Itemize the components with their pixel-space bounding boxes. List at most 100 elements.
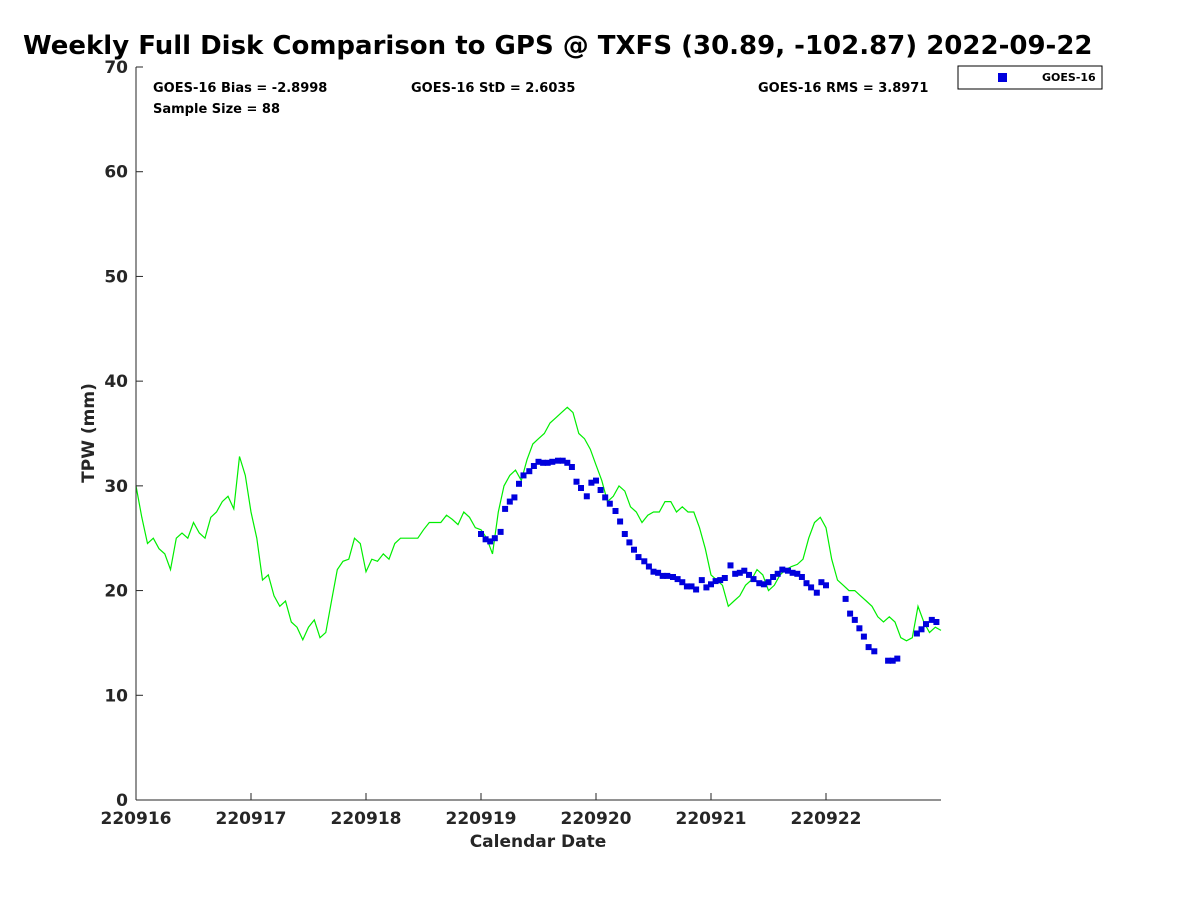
goes16-point-8 [516,480,522,487]
goes16-point-82 [894,655,901,662]
goes16-point-7 [511,494,518,501]
x-tick-label-6: 220922 [791,809,862,829]
y-tick-label-3: 30 [104,477,128,497]
goes16-series [478,457,940,664]
goes16-point-65 [789,569,796,576]
goes16-point-67 [798,574,805,580]
goes16-point-75 [851,616,858,623]
goes16-point-74 [847,610,854,617]
goes16-point-71 [818,579,825,586]
goes16-point-14 [544,459,551,466]
goes16-point-66 [794,570,801,577]
goes16-point-37 [655,569,662,576]
x-tick-label-3: 220919 [446,809,517,829]
goes16-point-81 [889,657,896,664]
goes16-point-58 [756,580,763,587]
goes16-point-15 [549,458,556,465]
goes16-point-10 [526,468,533,475]
goes16-point-36 [650,568,657,575]
goes16-point-79 [871,648,878,655]
goes16-point-39 [664,572,671,579]
goes16-point-0 [478,531,484,537]
goes16-point-23 [588,479,595,486]
goes16-point-54 [736,569,743,576]
x-tick-label-5: 220921 [676,809,747,829]
goes16-point-24 [593,477,599,484]
goes16-point-6 [506,498,513,505]
y-tick-label-4: 40 [104,372,128,392]
goes16-point-64 [785,567,791,574]
goes16-point-50 [717,577,724,584]
y-axis: 0 10 20 30 40 50 60 70 [104,58,143,811]
stat-rms: GOES-16 RMS = 3.8971 [758,81,928,96]
goes16-point-76 [856,625,863,632]
goes16-point-56 [746,571,752,578]
goes16-point-17 [559,457,566,464]
legend-label-goes16: GOES-16 [1042,71,1096,84]
stat-std: GOES-16 StD = 2.6035 [411,81,575,96]
goes16-point-63 [779,566,786,573]
goes16-point-83 [913,630,920,637]
goes16-point-31 [626,539,633,546]
goes16-point-44 [688,583,695,590]
goes16-point-73 [842,595,849,602]
goes16-point-32 [631,546,637,553]
goes16-point-41 [674,576,681,583]
goes16-point-1 [482,536,489,543]
goes16-point-35 [645,563,652,570]
goes16-point-80 [885,657,892,664]
goes16-point-30 [621,531,628,537]
goes16-point-25 [597,487,604,493]
y-tick-label-6: 60 [104,163,128,183]
goes16-point-27 [606,500,613,507]
goes16-point-84 [918,626,925,633]
goes16-point-48 [708,581,714,588]
goes16-point-20 [573,478,580,485]
goes16-point-45 [693,586,700,593]
stat-sample-size: Sample Size = 88 [153,102,280,117]
goes16-point-19 [568,464,575,470]
legend: GOES-16 [957,65,1103,90]
goes16-point-29 [617,518,624,525]
goes16-point-38 [659,572,666,579]
goes16-point-43 [683,583,690,590]
goes16-point-68 [803,580,810,587]
x-tick-label-0: 220916 [101,809,172,829]
goes16-point-77 [860,633,867,640]
goes16-point-85 [923,621,929,628]
goes16-point-62 [774,570,781,577]
goes16-point-55 [741,567,748,574]
y-tick-label-1: 10 [104,686,128,706]
gps-series [135,406,942,642]
goes16-point-12 [535,458,542,465]
goes16-point-51 [721,575,728,581]
goes16-point-61 [770,574,777,580]
goes16-point-52 [727,562,734,569]
goes16-point-49 [712,578,719,585]
goes16-point-78 [865,644,872,651]
goes16-point-70 [813,589,820,596]
y-tick-label-5: 50 [104,267,128,287]
goes16-point-22 [583,493,590,500]
x-axis: 220916 220917 220918 220919 220920 220921 2209… [101,793,941,829]
plot-area [135,67,942,800]
goes16-point-3 [491,535,498,542]
goes16-point-53 [732,570,739,577]
goes16-point-2 [487,538,494,545]
goes16-point-21 [578,485,584,491]
goes16-point-69 [808,584,815,591]
goes16-point-26 [602,494,609,501]
goes16-point-60 [765,579,772,586]
goes16-point-28 [612,508,619,514]
goes16-point-40 [670,574,676,580]
y-tick-label-2: 20 [104,582,128,602]
legend-box [957,65,1103,90]
goes16-point-34 [641,558,648,565]
goes16-point-57 [750,576,757,583]
goes16-point-33 [635,554,642,561]
goes16-point-11 [530,463,537,469]
goes16-point-16 [555,457,561,464]
x-tick-label-4: 220920 [561,809,632,829]
goes16-point-42 [679,579,686,586]
